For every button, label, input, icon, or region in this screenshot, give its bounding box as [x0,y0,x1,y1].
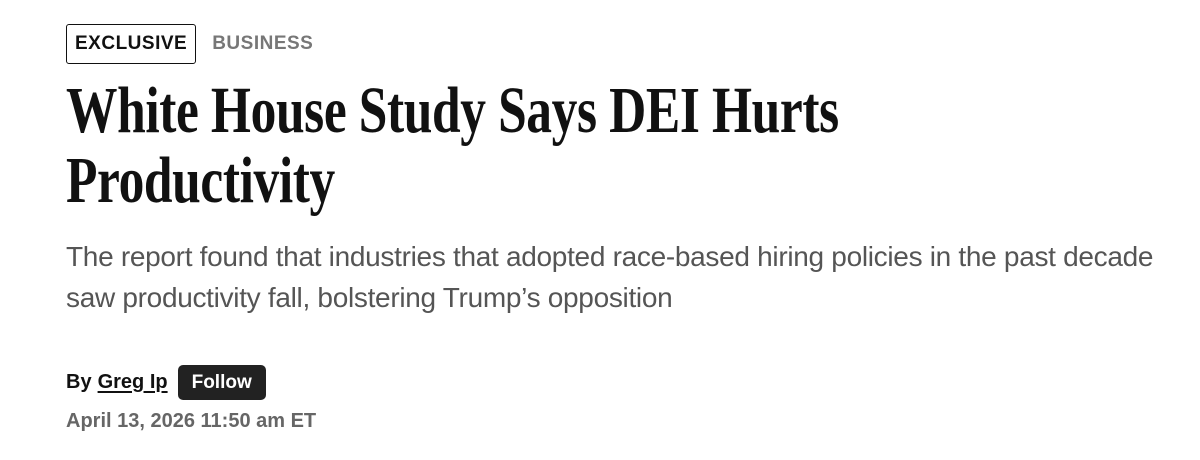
headline: White House Study Says DEI Hurts Product… [66,74,839,217]
exclusive-flag: EXCLUSIVE [66,24,197,64]
section-link[interactable]: BUSINESS [212,33,314,54]
timestamp: April 13, 2026 11:50 am ET [66,410,317,432]
tags: EXCLUSIVE BUSINESS [66,24,313,64]
author-link[interactable]: Greg Ip [97,370,168,393]
follow-button[interactable]: Follow [177,364,266,400]
dek: The report found that industries that ad… [66,241,1154,313]
byline: By Greg Ip Follow [66,364,266,400]
byline-prefix: By [66,370,92,393]
